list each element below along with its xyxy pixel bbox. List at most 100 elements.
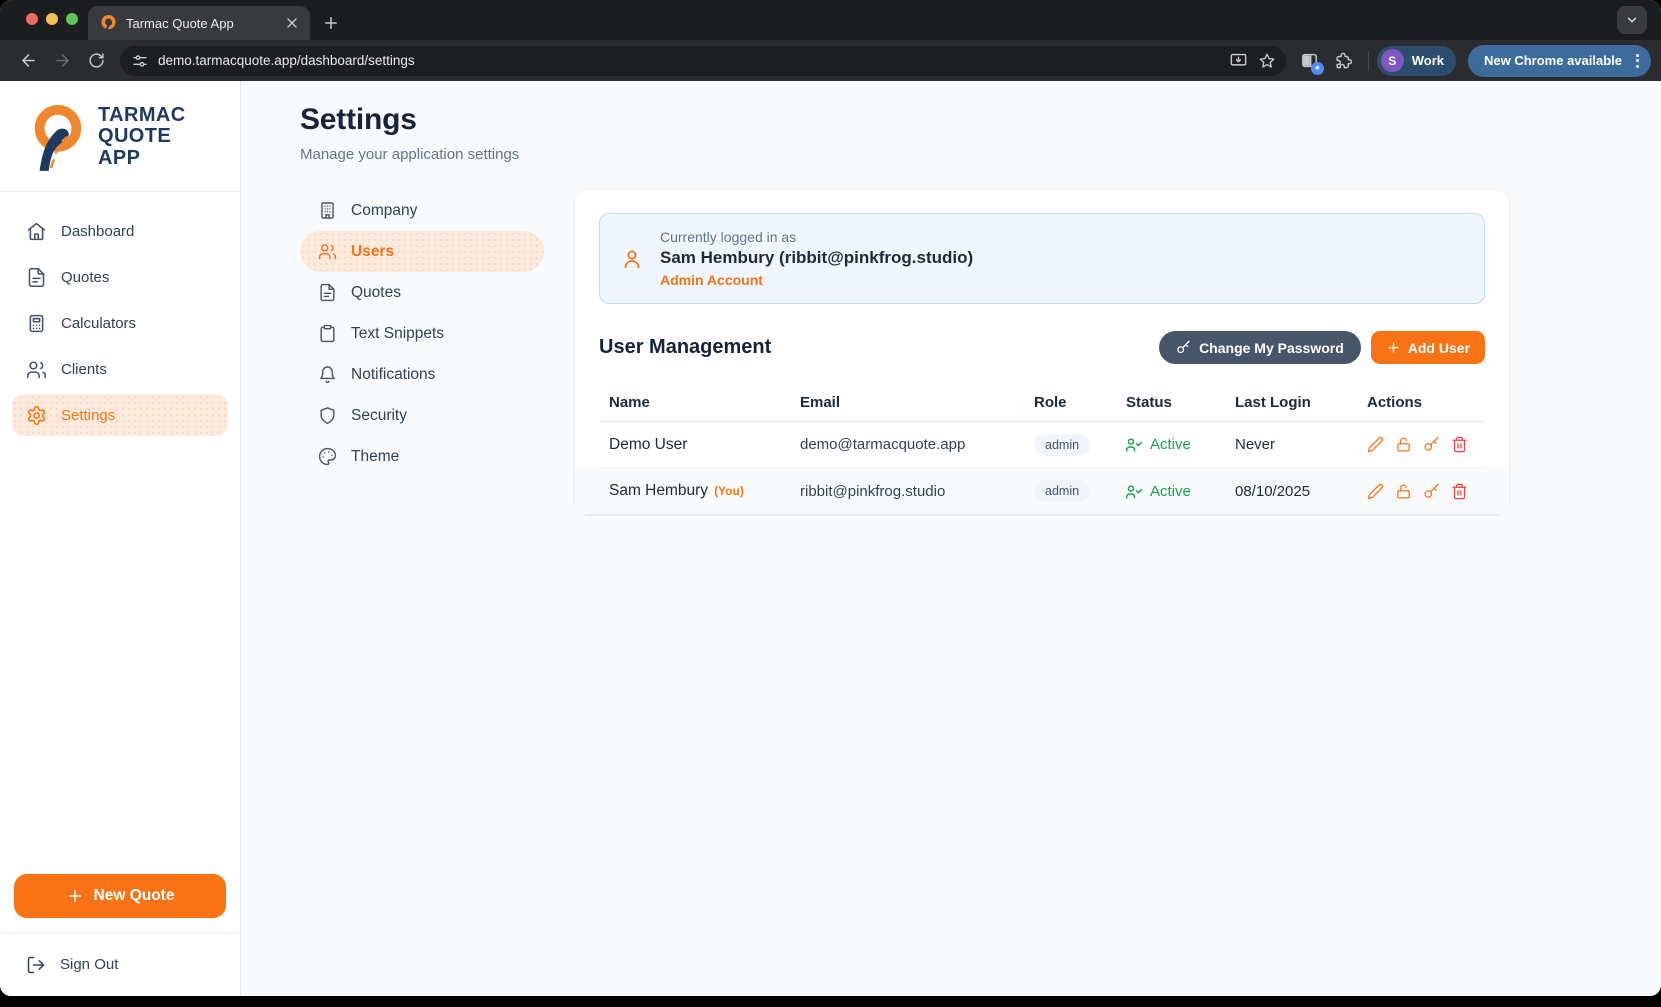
document-icon — [318, 283, 337, 302]
last-login: Never — [1235, 436, 1367, 453]
users-table: Name Email Role Status Last Login Action… — [599, 384, 1485, 514]
reset-password-icon[interactable] — [1423, 436, 1440, 453]
col-actions: Actions — [1367, 394, 1475, 411]
status-badge: Active — [1126, 436, 1235, 453]
current-user-box: Currently logged in as Sam Hembury (ribb… — [599, 213, 1485, 304]
user-email: demo@tarmacquote.app — [800, 436, 1034, 453]
forward-button[interactable] — [46, 45, 78, 77]
close-window-button[interactable] — [26, 13, 38, 25]
delete-user-icon[interactable] — [1451, 483, 1468, 500]
page-subtitle: Manage your application settings — [300, 146, 1661, 163]
profile-name: Work — [1412, 53, 1444, 68]
browser-menu-icon[interactable] — [1632, 54, 1643, 68]
install-app-icon[interactable] — [1229, 51, 1248, 70]
gear-icon — [26, 405, 47, 426]
delete-user-icon[interactable] — [1451, 436, 1468, 453]
bookmark-star-icon[interactable] — [1258, 52, 1276, 70]
plus-icon — [66, 887, 84, 905]
user-check-icon — [1126, 436, 1143, 453]
home-icon — [26, 221, 47, 242]
clipboard-icon — [318, 324, 337, 343]
change-password-button[interactable]: Change My Password — [1159, 331, 1361, 364]
settings-tab-company[interactable]: Company — [300, 190, 544, 231]
settings-tab-quotes[interactable]: Quotes — [300, 272, 544, 313]
chrome-update-button[interactable]: New Chrome available — [1468, 45, 1651, 77]
tab-search-button[interactable] — [1617, 6, 1647, 34]
settings-nav: Company Users Quotes Text Snippets — [300, 190, 544, 477]
new-quote-button[interactable]: New Quote — [14, 874, 226, 918]
edit-user-icon[interactable] — [1367, 436, 1384, 453]
reload-button[interactable] — [80, 45, 112, 77]
calculator-icon — [26, 313, 47, 334]
logged-in-name: Sam Hembury (ribbit@pinkfrog.studio) — [660, 248, 973, 268]
shield-icon — [318, 406, 337, 425]
new-tab-button[interactable] — [318, 10, 344, 36]
logged-in-account-type: Admin Account — [660, 272, 973, 288]
sidebar-item-calculators[interactable]: Calculators — [12, 302, 228, 344]
users-icon — [318, 242, 337, 261]
sidebar-footer: New Quote — [0, 862, 240, 932]
toolbar-divider — [1368, 51, 1369, 71]
tab-strip: Tarmac Quote App — [0, 0, 1661, 40]
status-badge: Active — [1126, 483, 1235, 500]
settings-tab-users[interactable]: Users — [300, 231, 544, 272]
reset-password-icon[interactable] — [1423, 483, 1440, 500]
settings-tab-theme[interactable]: Theme — [300, 436, 544, 477]
window-controls — [26, 13, 78, 25]
user-check-icon — [1126, 483, 1143, 500]
sidebar-item-quotes[interactable]: Quotes — [12, 256, 228, 298]
tab-favicon — [100, 15, 117, 32]
user-icon — [620, 247, 644, 271]
settings-tab-text-snippets[interactable]: Text Snippets — [300, 313, 544, 354]
key-icon — [1176, 340, 1191, 355]
unlock-user-icon[interactable] — [1395, 436, 1412, 453]
table-header-row: Name Email Role Status Last Login Action… — [599, 384, 1485, 422]
sidebar-item-settings[interactable]: Settings — [12, 394, 228, 436]
sidebar-nav: Dashboard Quotes Calculators Clients Set… — [0, 192, 240, 862]
building-icon — [318, 201, 337, 220]
col-last-login: Last Login — [1235, 394, 1367, 411]
logo-icon — [26, 101, 88, 173]
users-settings-card: Currently logged in as Sam Hembury (ribb… — [575, 190, 1509, 514]
row-actions — [1367, 483, 1475, 500]
tab-close-icon[interactable] — [284, 15, 300, 31]
role-badge: admin — [1034, 434, 1090, 456]
col-name: Name — [609, 394, 800, 411]
add-user-button[interactable]: Add User — [1371, 331, 1485, 364]
palette-icon — [318, 447, 337, 466]
side-panel-icon[interactable]: ★ — [1294, 45, 1326, 77]
browser-tab[interactable]: Tarmac Quote App — [88, 6, 310, 40]
user-email: ribbit@pinkfrog.studio — [800, 483, 1034, 500]
url-text[interactable]: demo.tarmacquote.app/dashboard/settings — [158, 53, 1219, 68]
edit-user-icon[interactable] — [1367, 483, 1384, 500]
app-logo[interactable]: TARMAC QUOTE APP — [0, 81, 240, 192]
chrome-update-label: New Chrome available — [1484, 53, 1622, 68]
minimize-window-button[interactable] — [46, 13, 58, 25]
profile-button[interactable]: S Work — [1377, 46, 1456, 76]
sign-out-button[interactable]: Sign Out — [0, 932, 240, 996]
maximize-window-button[interactable] — [66, 13, 78, 25]
sidebar-item-dashboard[interactable]: Dashboard — [12, 210, 228, 252]
sidebar-item-clients[interactable]: Clients — [12, 348, 228, 390]
unlock-user-icon[interactable] — [1395, 483, 1412, 500]
people-icon — [26, 359, 47, 380]
back-button[interactable] — [12, 45, 44, 77]
plus-icon — [1386, 340, 1401, 355]
user-name: Sam Hembury — [609, 482, 708, 499]
you-tag: (You) — [714, 484, 744, 498]
browser-toolbar: demo.tarmacquote.app/dashboard/settings … — [0, 40, 1661, 81]
address-bar[interactable]: demo.tarmacquote.app/dashboard/settings — [120, 46, 1286, 76]
row-actions — [1367, 436, 1475, 453]
col-status: Status — [1126, 394, 1235, 411]
logged-in-label: Currently logged in as — [660, 229, 973, 245]
app-root: TARMAC QUOTE APP Dashboard Quotes Calcul… — [0, 81, 1661, 996]
site-settings-icon[interactable] — [132, 53, 148, 69]
browser-window: Tarmac Quote App demo.tarmacquote.app/da… — [0, 0, 1661, 996]
tab-title: Tarmac Quote App — [126, 16, 275, 31]
logout-icon — [26, 955, 46, 975]
table-row: Sam Hembury(You) ribbit@pinkfrog.studio … — [575, 468, 1509, 514]
logo-wordmark: TARMAC QUOTE APP — [98, 105, 186, 169]
settings-tab-security[interactable]: Security — [300, 395, 544, 436]
settings-tab-notifications[interactable]: Notifications — [300, 354, 544, 395]
extensions-icon[interactable] — [1328, 45, 1360, 77]
